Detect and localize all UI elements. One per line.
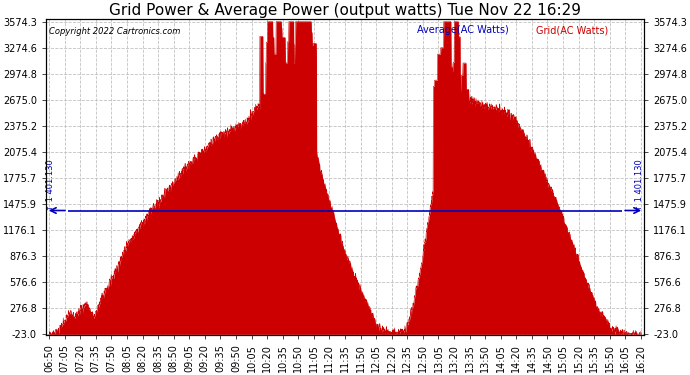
Title: Grid Power & Average Power (output watts) Tue Nov 22 16:29: Grid Power & Average Power (output watts… [109,3,581,18]
Text: Grid(AC Watts): Grid(AC Watts) [536,25,609,35]
Text: Average(AC Watts): Average(AC Watts) [417,25,509,35]
Text: Copyright 2022 Cartronics.com: Copyright 2022 Cartronics.com [49,27,180,36]
Text: ↑ 1 401.130: ↑ 1 401.130 [46,159,55,210]
Text: ↑ 1 401.130: ↑ 1 401.130 [635,159,644,210]
